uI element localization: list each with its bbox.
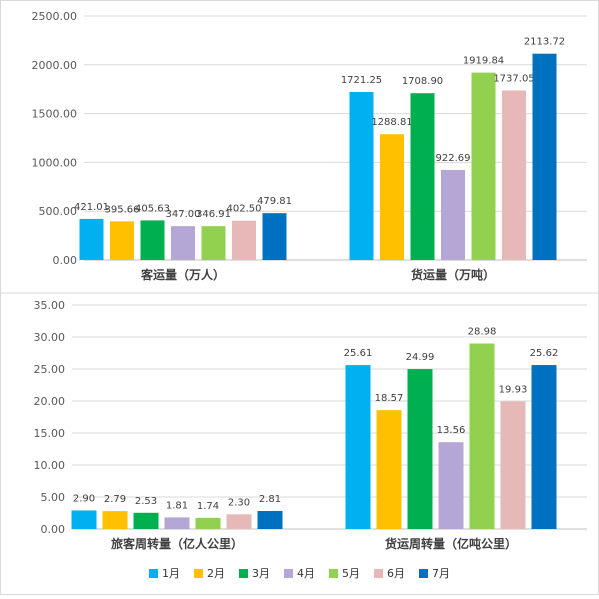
y-tick-label: 1500.00 <box>32 108 78 121</box>
data-label: 402.50 <box>227 204 262 215</box>
legend-item: 5月 <box>329 565 360 581</box>
bar <box>469 343 495 529</box>
bar <box>195 517 221 529</box>
bar <box>79 218 104 260</box>
bar <box>140 220 165 260</box>
y-tick-label: 0.00 <box>41 523 66 536</box>
y-tick-label: 25.00 <box>34 363 66 376</box>
bar <box>376 410 402 529</box>
data-label: 24.99 <box>406 352 435 363</box>
legend-item: 6月 <box>374 565 405 581</box>
data-label: 346.91 <box>196 209 231 220</box>
bar <box>532 53 557 260</box>
data-label: 405.63 <box>135 203 170 214</box>
bar <box>226 514 252 529</box>
legend-item: 7月 <box>419 565 450 581</box>
data-label: 1919.84 <box>463 56 504 67</box>
data-label: 2.90 <box>73 493 95 504</box>
legend-label: 6月 <box>387 567 405 580</box>
y-tick-label: 20.00 <box>34 395 66 408</box>
data-label: 395.66 <box>105 204 140 215</box>
data-label: 2.53 <box>135 496 157 507</box>
y-tick-label: 30.00 <box>34 331 66 344</box>
bar <box>164 517 190 529</box>
data-label: 2.79 <box>104 494 126 505</box>
data-label: 1737.05 <box>493 73 534 84</box>
legend-swatch <box>284 568 293 578</box>
legend-item: 2月 <box>194 565 225 581</box>
bar <box>471 72 496 260</box>
data-label: 479.81 <box>257 196 292 207</box>
bar <box>232 220 256 260</box>
data-label: 25.61 <box>344 348 373 359</box>
legend-item: 4月 <box>284 565 315 581</box>
legend-label: 5月 <box>342 567 360 580</box>
bar <box>262 213 287 260</box>
bar <box>502 90 526 260</box>
data-label: 25.62 <box>530 348 559 359</box>
legend-item: 3月 <box>239 565 270 581</box>
y-tick-label: 5.00 <box>41 491 66 504</box>
bar <box>102 511 128 529</box>
bar <box>71 510 97 529</box>
data-label: 2.30 <box>228 497 250 508</box>
data-label: 922.69 <box>436 153 471 164</box>
legend-swatch <box>194 568 203 578</box>
y-tick-label: 10.00 <box>34 459 66 472</box>
data-label: 28.98 <box>468 327 497 338</box>
legend: 1月 2月 3月 4月 5月 6月 7月 <box>0 563 599 583</box>
y-tick-label: 500.00 <box>39 205 78 218</box>
data-label: 1708.90 <box>402 76 443 87</box>
bar <box>171 226 195 260</box>
category-label: 客运量（万人） <box>140 267 225 282</box>
bar <box>349 92 374 260</box>
bar <box>407 369 433 529</box>
legend-swatch <box>419 568 428 578</box>
data-label: 1.81 <box>166 500 188 511</box>
data-label: 1288.81 <box>371 117 412 128</box>
data-label: 1.74 <box>197 501 219 512</box>
legend-swatch <box>239 568 248 578</box>
bar <box>380 134 404 260</box>
y-tick-label: 2500.00 <box>32 10 78 23</box>
legend-swatch <box>329 568 338 578</box>
legend-label: 7月 <box>432 567 450 580</box>
bar <box>441 169 465 260</box>
bar <box>257 511 283 529</box>
bar <box>345 365 371 529</box>
legend-label: 2月 <box>207 567 225 580</box>
y-tick-label: 0.00 <box>53 254 78 267</box>
category-label: 货运量（万吨） <box>411 267 495 282</box>
bar <box>438 442 464 529</box>
legend-label: 3月 <box>252 567 270 580</box>
data-label: 421.01 <box>74 202 109 213</box>
data-label: 2.81 <box>259 494 281 505</box>
bar <box>410 93 435 260</box>
bar <box>201 226 226 260</box>
bar <box>110 221 134 260</box>
legend-item: 1月 <box>149 565 180 581</box>
data-label: 347.00 <box>166 209 201 220</box>
bar <box>531 365 557 529</box>
data-label: 13.56 <box>437 425 466 436</box>
legend-swatch <box>149 568 158 578</box>
y-tick-label: 1000.00 <box>32 156 78 169</box>
legend-swatch <box>374 568 383 578</box>
data-label: 1721.25 <box>341 75 382 86</box>
data-label: 19.93 <box>499 384 528 395</box>
bar <box>500 401 526 529</box>
y-tick-label: 35.00 <box>34 299 66 312</box>
y-tick-label: 2000.00 <box>32 59 78 72</box>
y-tick-label: 15.00 <box>34 427 66 440</box>
legend-label: 1月 <box>162 567 180 580</box>
data-label: 2113.72 <box>524 37 565 48</box>
data-label: 18.57 <box>375 393 404 404</box>
legend-label: 4月 <box>297 567 315 580</box>
bar <box>133 512 159 529</box>
category-label: 旅客周转量（亿人公里） <box>111 536 243 551</box>
category-label: 货运周转量（亿吨公里） <box>385 536 517 551</box>
